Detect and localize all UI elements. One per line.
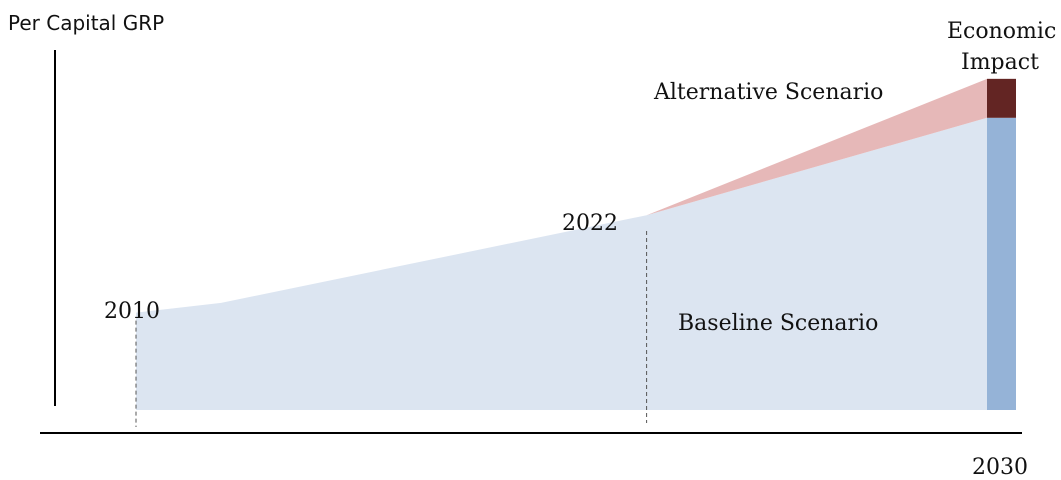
alternative-scenario-label: Alternative Scenario bbox=[653, 80, 883, 105]
economic-impact-bar bbox=[987, 78, 1016, 118]
y-axis-label: Per Capital GRP bbox=[8, 11, 164, 35]
economic-impact-label-line1: Economic bbox=[947, 19, 1056, 44]
year-2022-label: 2022 bbox=[562, 211, 618, 236]
alternative-scenario-area bbox=[646, 78, 987, 216]
year-2030-label: 2030 bbox=[972, 455, 1028, 480]
economic-impact-label-line2: Impact bbox=[961, 50, 1039, 75]
baseline-scenario-area bbox=[136, 117, 987, 411]
baseline-scenario-label: Baseline Scenario bbox=[678, 311, 878, 336]
year-2010-label: 2010 bbox=[104, 299, 160, 324]
baseline-2030-bar bbox=[987, 117, 1016, 411]
